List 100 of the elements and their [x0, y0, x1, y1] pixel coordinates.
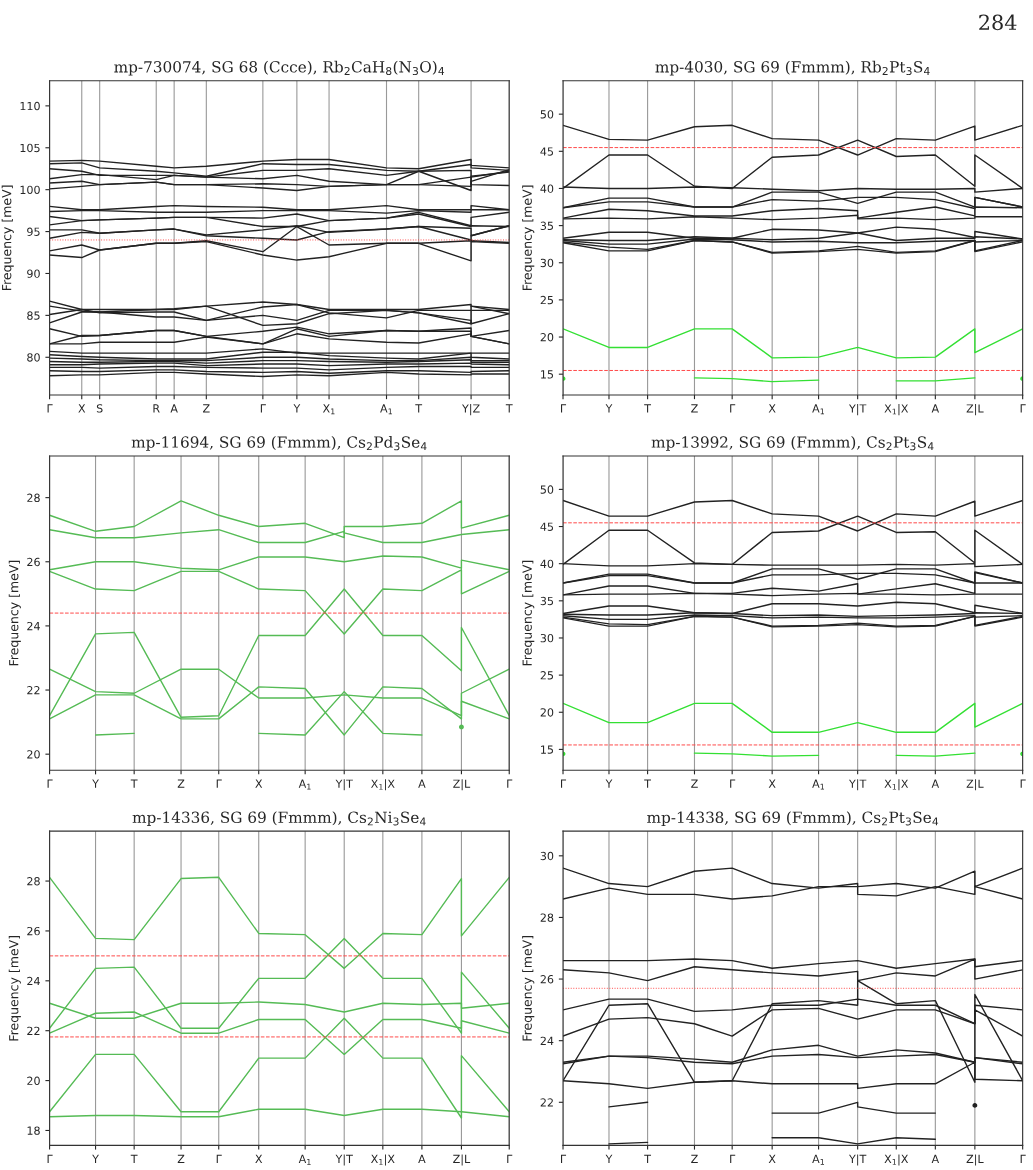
x-tick-label: Γ: [507, 1154, 513, 1163]
x-tick-label: Y|T: [335, 1154, 353, 1166]
x-tick-label: Y: [92, 779, 99, 788]
y-axis-title: Frequency [meV]: [522, 936, 535, 1041]
x-tick-label: T: [415, 404, 423, 413]
chart-title: mp-730074, SG 68 (Ccce), Rb$_{2}$CaH$_{8}$(N$_{3}$O)$_{4}$: [114, 60, 445, 76]
x-tick-label: T: [644, 1154, 652, 1163]
x-tick-label: X$_{1}$|X: [371, 1154, 395, 1166]
chart-title: mp-4030, SG 69 (Fmmm), Rb$_{2}$Pt$_{3}$S$_{4}$: [655, 60, 930, 76]
x-tick-label: Z|L: [966, 404, 984, 416]
x-tick-label: Γ: [1020, 404, 1026, 413]
y-tick-label: 85: [27, 311, 40, 320]
x-tick-label: Y|T: [848, 404, 867, 416]
y-tick-label: 28: [27, 493, 40, 503]
x-tick-label: Z: [691, 1154, 698, 1163]
x-tick-label: A$_{1}$: [812, 779, 825, 790]
x-tick-label: Γ: [47, 404, 53, 413]
chart-title: mp-14338, SG 69 (Fmmm), Cs$_{2}$Pt$_{3}$Se$_{4}$: [647, 811, 939, 827]
x-tick-label: A$_{1}$: [298, 1154, 311, 1165]
x-tick-label: A$_{1}$: [812, 1154, 825, 1165]
x-tick-label: Γ: [730, 1154, 736, 1163]
x-tick-label: Z|L: [453, 779, 471, 791]
x-tick-label: X: [768, 1154, 776, 1163]
x-tick-label: Y: [92, 1154, 99, 1163]
y-axis-title: Frequency [meV]: [8, 936, 21, 1041]
x-tick-label: Γ: [260, 404, 266, 413]
y-tick-label: 15: [541, 370, 554, 379]
x-tick-label: A: [931, 404, 940, 413]
x-tick-label: T: [505, 404, 513, 413]
y-tick-label: 105: [20, 143, 40, 153]
y-tick-label: 35: [540, 596, 554, 606]
y-axis-title: Frequency [meV]: [1, 185, 14, 290]
x-tick-label: Γ: [216, 1154, 222, 1163]
x-tick-label: Γ: [47, 779, 53, 788]
x-tick-label: A: [418, 779, 426, 788]
chart-title: mp-11694, SG 69 (Fmmm), Cs$_{2}$Pd$_{3}$Se$_{4}$: [131, 436, 427, 451]
x-tick-label: Y: [605, 404, 613, 413]
y-tick-label: 22: [27, 686, 40, 695]
chart-title: mp-13992, SG 69 (Fmmm), Cs$_{2}$Pt$_{3}$S$_{4}$: [651, 436, 934, 451]
x-tick-label: X$_{1}$|X: [884, 404, 909, 416]
x-tick-label: Y|T: [335, 779, 353, 791]
y-tick-label: 28: [27, 877, 40, 886]
x-tick-label: Z: [177, 1154, 185, 1163]
y-tick-label: 26: [540, 975, 554, 984]
x-tick-label: Z: [203, 404, 210, 413]
y-tick-label: 30: [540, 851, 554, 861]
y-tick-label: 50: [540, 485, 554, 494]
y-tick-label: 50: [540, 110, 554, 119]
y-tick-label: 20: [540, 708, 554, 717]
x-tick-label: X: [255, 1154, 263, 1163]
x-tick-label: X: [255, 779, 263, 788]
y-axis-title: Frequency [meV]: [8, 560, 21, 666]
y-tick-label: 26: [27, 557, 40, 567]
y-tick-label: 22: [540, 1098, 553, 1107]
x-tick-label: X$_{1}$: [322, 404, 335, 415]
x-tick-label: Z|L: [453, 1154, 471, 1166]
x-tick-label: T: [644, 779, 652, 788]
x-tick-label: Y|T: [848, 1154, 867, 1166]
x-tick-label: X$_{1}$|X: [371, 779, 395, 791]
y-tick-label: 26: [27, 926, 40, 936]
x-tick-label: A: [418, 1154, 426, 1163]
y-tick-label: 80: [27, 353, 40, 362]
x-tick-label: Z|L: [966, 779, 984, 791]
x-tick-label: Γ: [1020, 1154, 1026, 1163]
y-tick-label: 15: [541, 745, 554, 754]
y-tick-label: 45: [540, 147, 554, 156]
x-tick-label: X: [78, 404, 86, 413]
x-tick-label: Z|L: [966, 1154, 984, 1166]
y-axis-title: Frequency [meV]: [522, 560, 535, 666]
x-tick-label: Γ: [47, 1154, 53, 1163]
x-tick-label: X$_{1}$|X: [884, 1154, 909, 1166]
y-tick-label: 25: [540, 295, 554, 305]
y-tick-label: 45: [540, 522, 554, 531]
y-tick-label: 24: [27, 621, 40, 631]
x-tick-label: Z: [691, 779, 698, 788]
x-tick-label: Γ: [730, 779, 736, 788]
x-tick-label: A: [170, 404, 178, 413]
y-tick-label: 24: [540, 1036, 554, 1045]
x-tick-label: A$_{1}$: [812, 404, 825, 415]
x-tick-label: X: [768, 779, 776, 788]
y-tick-label: 25: [540, 671, 554, 680]
y-tick-label: 28: [540, 913, 554, 922]
x-tick-label: A$_{1}$: [298, 779, 311, 790]
y-tick-label: 40: [540, 559, 554, 569]
x-tick-label: Γ: [561, 1154, 567, 1163]
y-tick-label: 90: [27, 269, 40, 278]
y-tick-label: 30: [540, 633, 554, 643]
y-tick-label: 100: [20, 185, 40, 195]
y-tick-label: 24: [27, 976, 40, 986]
x-tick-label: X$_{1}$|X: [884, 779, 909, 791]
x-tick-label: Γ: [507, 779, 513, 788]
y-tick-label: 18: [27, 1126, 40, 1135]
y-tick-label: 20: [27, 750, 40, 759]
x-tick-label: R: [153, 404, 160, 413]
x-tick-label: S: [96, 404, 103, 413]
y-tick-label: 20: [27, 1076, 40, 1085]
y-tick-label: 35: [540, 221, 554, 230]
y-tick-label: 40: [540, 184, 554, 193]
x-tick-label: Y: [605, 779, 613, 788]
chart-title: mp-14336, SG 69 (Fmmm), Cs$_{2}$Ni$_{3}$Se$_{4}$: [132, 811, 426, 827]
